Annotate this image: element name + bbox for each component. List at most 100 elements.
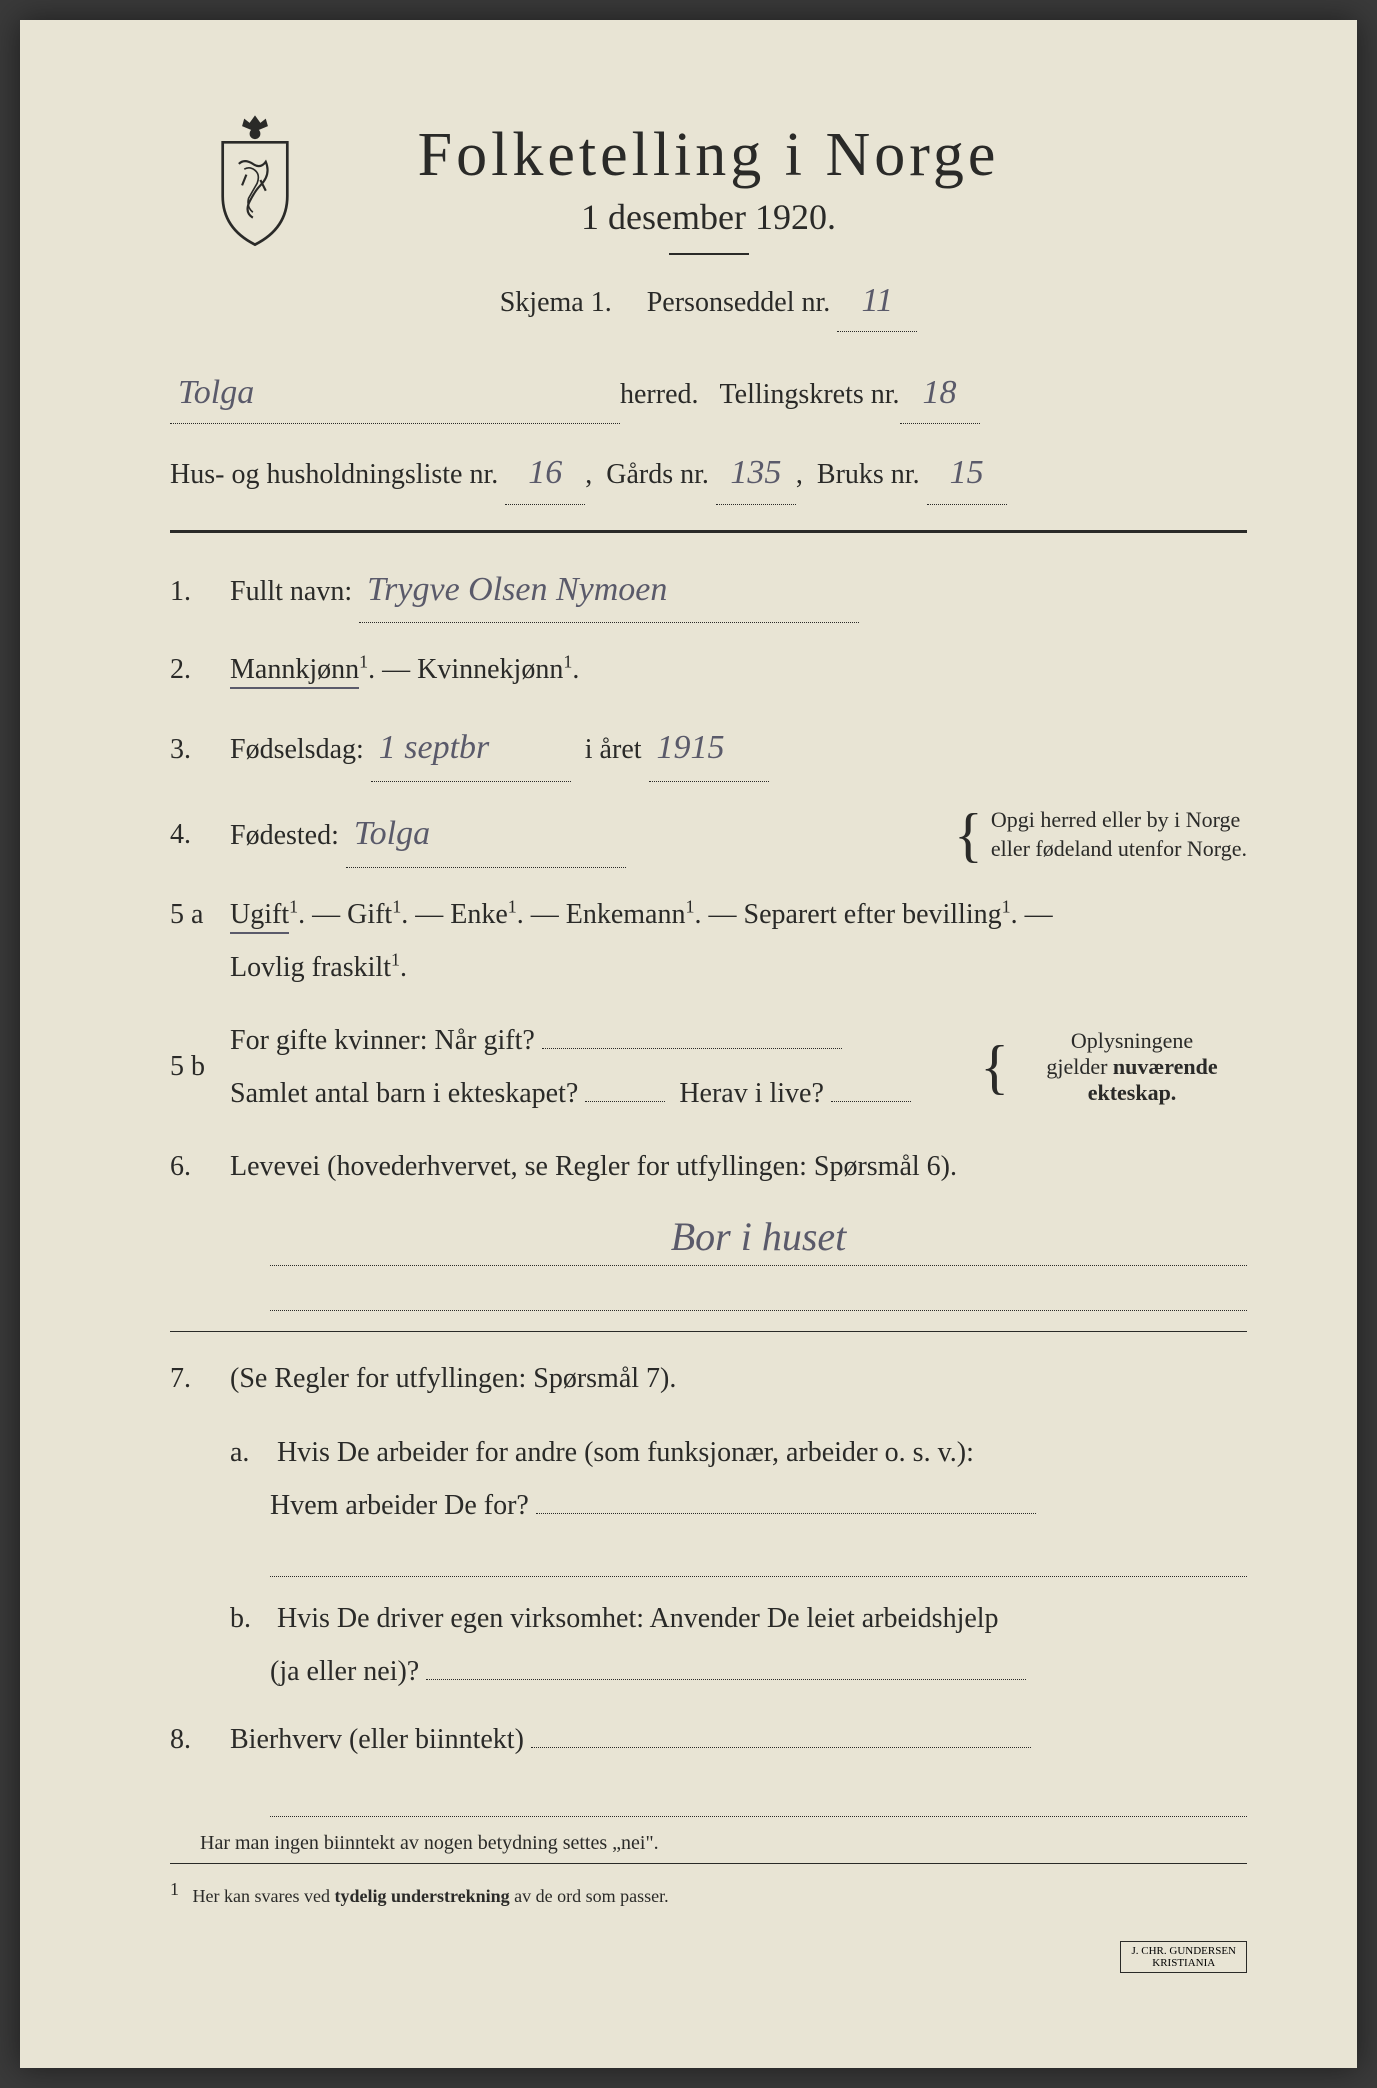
tellingskrets-nr: 18 [900, 362, 980, 424]
separator-footer [170, 1863, 1247, 1864]
q4-value: Tolga [346, 802, 626, 868]
question-7a: a. Hvis De arbeider for andre (som funks… [170, 1426, 1247, 1532]
footnote-1: Har man ingen biinntekt av nogen betydni… [170, 1832, 1247, 1855]
form-date: 1 desember 1920. [170, 196, 1247, 238]
question-8: 8. Bierhverv (eller biinntekt) [170, 1713, 1247, 1766]
hushold-nr: 16 [505, 442, 585, 504]
herred-label: herred. [620, 370, 699, 420]
q7-label: (Se Regler for utfyllingen: Spørsmål 7). [230, 1352, 1247, 1405]
form-title: Folketelling i Norge [170, 120, 1247, 191]
q5b-line2b: Herav i live? [679, 1078, 824, 1109]
q5b-note1: Oplysningene [1071, 1028, 1193, 1053]
q5b-note: Oplysningene gjelder nuværende ekteskap. [1017, 1028, 1247, 1106]
q5b-note2: gjelder nuværende [1046, 1054, 1217, 1079]
herred-value: Tolga [170, 362, 620, 424]
q5b-barn-value [585, 1101, 665, 1102]
q4-note: Opgi herred eller by i Norge eller fødel… [991, 806, 1247, 863]
stamp-line1: J. CHR. GUNDERSEN [1131, 1945, 1236, 1957]
q7a-text1: Hvis De arbeider for andre (som funksjon… [277, 1437, 974, 1468]
hushold-row: Hus- og husholdningsliste nr. 16, Gårds … [170, 442, 1247, 504]
q2-dash: — [382, 654, 417, 685]
coat-of-arms-icon [200, 110, 310, 250]
question-4: 4. Fødested: Tolga { Opgi herred eller b… [170, 802, 1247, 868]
q7a-label: a. [230, 1426, 270, 1479]
q2-num: 2. [170, 654, 230, 686]
footnote-sup: 1 [170, 1879, 179, 1899]
q5a-enkemann: Enkemann [566, 899, 686, 930]
question-3: 3. Fødselsdag: 1 septbr i året 1915 [170, 716, 1247, 782]
census-form-page: Folketelling i Norge 1 desember 1920. Sk… [20, 20, 1357, 2068]
q7b-label: b. [230, 1592, 270, 1645]
q7b-text1: Hvis De driver egen virksomhet: Anvender… [277, 1603, 999, 1634]
q4-note2: eller fødeland utenfor Norge. [991, 836, 1247, 861]
question-6: 6. Levevei (hovederhvervet, se Regler fo… [170, 1140, 1247, 1193]
q7a-blank-line [270, 1547, 1247, 1577]
q5a-separert: Separert efter bevilling [744, 899, 1002, 930]
q5a-ugift: Ugift [230, 899, 289, 934]
q4-note1: Opgi herred eller by i Norge [991, 807, 1240, 832]
separator-thick [170, 530, 1247, 533]
q3-year-label: i året [585, 734, 642, 765]
q6-answer-line: Bor i huset [270, 1213, 1247, 1266]
q3-day: 1 septbr [371, 716, 571, 782]
separator-thin [170, 1331, 1247, 1332]
q6-value: Bor i huset [671, 1214, 847, 1259]
footnote-2: 1 Her kan svares ved tydelig understrekn… [170, 1879, 1247, 1907]
question-5a: 5 a Ugift1. — Gift1. — Enke1. — Enkemann… [170, 888, 1247, 994]
hushold-label: Hus- og husholdningsliste nr. [170, 459, 498, 490]
q5b-line1: For gifte kvinner: Når gift? [230, 1025, 535, 1056]
q5a-lovlig: Lovlig fraskilt [230, 952, 391, 983]
q2-kvinne: Kvinnekjønn [417, 654, 563, 685]
q1-label: Fullt navn: [230, 576, 352, 607]
q7b-value [426, 1679, 1026, 1680]
stamp-line2: KRISTIANIA [1152, 1957, 1215, 1969]
q1-value: Trygve Olsen Nymoen [359, 558, 859, 624]
gards-nr: 135 [716, 442, 796, 504]
q5b-num: 5 b [170, 1051, 230, 1083]
q2-sup2: 1 [563, 652, 572, 672]
q3-label: Fødselsdag: [230, 734, 364, 765]
q5a-gift: Gift [347, 899, 392, 930]
q8-num: 8. [170, 1724, 230, 1756]
question-5b: 5 b For gifte kvinner: Når gift? Samlet … [170, 1014, 1247, 1120]
q5a-enke: Enke [450, 899, 508, 930]
q5b-note3: ekteskap. [1088, 1080, 1177, 1105]
q5b-line2: Samlet antal barn i ekteskapet? [230, 1078, 578, 1109]
brace-icon: { [954, 811, 983, 859]
herred-row: Tolga herred. Tellingskrets nr. 18 [170, 362, 1247, 424]
q6-num: 6. [170, 1151, 230, 1183]
q2-mann: Mannkjønn [230, 654, 359, 689]
q7-num: 7. [170, 1363, 230, 1395]
footnote-2-text: Her kan svares ved tydelig understreknin… [193, 1886, 669, 1906]
question-1: 1. Fullt navn: Trygve Olsen Nymoen [170, 558, 1247, 624]
personseddel-label: Personseddel nr. [647, 287, 831, 318]
q7b-text2: (ja eller nei)? [230, 1656, 419, 1687]
skjema-line: Skjema 1. Personseddel nr. 11 [170, 270, 1247, 332]
printer-stamp: J. CHR. GUNDERSEN KRISTIANIA [1120, 1941, 1247, 1973]
q8-value [531, 1747, 1031, 1748]
skjema-label: Skjema 1. [500, 287, 612, 318]
q5b-live-value [831, 1101, 911, 1102]
q7a-text2: Hvem arbeider De for? [230, 1490, 529, 1521]
q1-num: 1. [170, 576, 230, 608]
question-7: 7. (Se Regler for utfyllingen: Spørsmål … [170, 1352, 1247, 1405]
divider-line [669, 253, 749, 255]
q6-label: Levevei (hovederhvervet, se Regler for u… [230, 1151, 957, 1182]
q3-year: 1915 [649, 716, 769, 782]
bruks-nr: 15 [927, 442, 1007, 504]
form-header: Folketelling i Norge 1 desember 1920. Sk… [170, 120, 1247, 332]
q8-blank-line [270, 1787, 1247, 1817]
q4-label: Fødested: [230, 820, 339, 851]
q5b-gift-value [542, 1048, 842, 1049]
brace-icon-2: { [980, 1043, 1009, 1091]
bruks-label: Bruks nr. [817, 459, 920, 490]
q6-blank-line [270, 1281, 1247, 1311]
gards-label: Gårds nr. [606, 459, 709, 490]
q3-num: 3. [170, 734, 230, 766]
question-7b: b. Hvis De driver egen virksomhet: Anven… [170, 1592, 1247, 1698]
question-2: 2. Mannkjønn1. — Kvinnekjønn1. [170, 643, 1247, 696]
tellingskrets-label: Tellingskrets nr. [720, 370, 900, 420]
personseddel-nr: 11 [837, 270, 917, 332]
q4-num: 4. [170, 819, 230, 851]
q8-label: Bierhverv (eller biinntekt) [230, 1724, 524, 1755]
